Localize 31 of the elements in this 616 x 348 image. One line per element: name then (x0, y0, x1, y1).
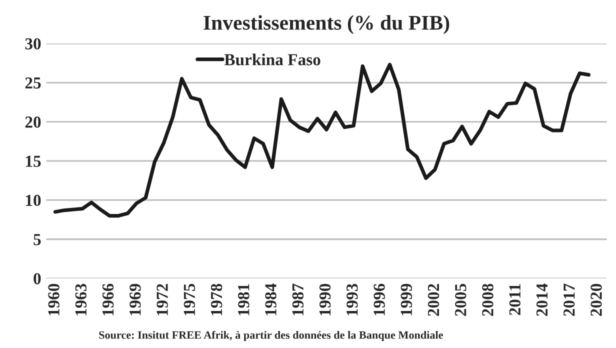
x-tick-label: 2017 (564, 284, 575, 316)
x-tick-label: 1996 (374, 284, 385, 316)
x-tick-label: 1969 (130, 284, 141, 316)
x-tick-label: 1990 (319, 284, 331, 316)
x-tick-label: 2020 (590, 284, 602, 316)
x-tick-label: 1963 (75, 284, 87, 316)
x-tick-label: 1960 (48, 284, 60, 316)
y-tick-label: 30 (25, 38, 41, 50)
y-tick-label: 10 (26, 194, 41, 206)
x-tick-label: 2014 (536, 284, 548, 316)
x-tick-label: 1972 (156, 284, 168, 316)
y-tick-label: 5 (34, 234, 41, 246)
x-tick-label: 2011 (509, 284, 521, 315)
x-tick-label: 1981 (238, 284, 250, 316)
x-tick-label: 1978 (210, 284, 222, 316)
y-tick-label: 25 (25, 77, 41, 89)
x-tick-label: 1987 (292, 284, 304, 316)
x-tick-label: 1999 (400, 284, 412, 316)
source-note: Source: Insitut FREE Afrik, à partir des données de la Banque Mondiale (99, 330, 443, 342)
x-tick-label: 1993 (346, 284, 358, 316)
legend-label: Burkina Faso (224, 54, 320, 66)
y-tick-label: 20 (25, 116, 41, 128)
chart-title: Investissements (% du PIB) (204, 15, 450, 34)
x-tick-label: 1966 (102, 284, 114, 316)
x-tick-label: 2002 (428, 284, 440, 316)
x-tick-label: 1975 (184, 284, 196, 316)
x-tick-label: 2008 (482, 284, 494, 316)
x-tick-label: 1984 (265, 284, 276, 316)
x-tick-label: 2005 (455, 284, 466, 316)
y-tick-label: 15 (26, 156, 41, 167)
y-tick-label: 0 (34, 273, 41, 284)
